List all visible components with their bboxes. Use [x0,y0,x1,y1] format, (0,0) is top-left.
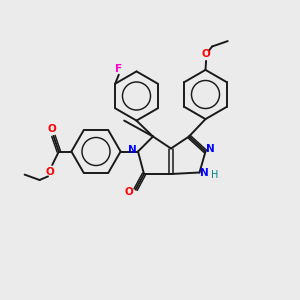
Text: H: H [212,170,219,180]
Text: N: N [128,145,137,155]
Text: O: O [124,187,134,197]
Text: N: N [206,144,215,154]
Text: O: O [45,167,54,177]
Text: N: N [200,168,209,178]
Text: O: O [47,124,56,134]
Text: O: O [202,49,211,59]
Text: F: F [115,64,122,74]
